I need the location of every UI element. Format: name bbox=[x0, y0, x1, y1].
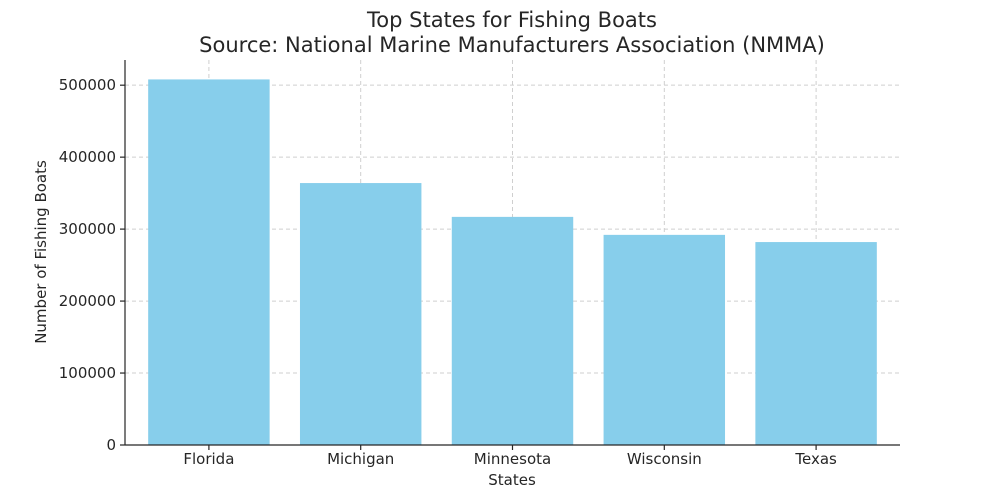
x-axis-label: States bbox=[488, 471, 536, 489]
y-tick-label: 300000 bbox=[59, 220, 116, 238]
x-ticks: Florida Michigan Minnesota Wisconsin Texas bbox=[183, 445, 837, 468]
chart-subtitle: Source: National Marine Manufacturers As… bbox=[199, 33, 825, 57]
bar-minnesota bbox=[451, 216, 574, 445]
y-tick-label: 400000 bbox=[59, 148, 116, 166]
bar-texas bbox=[755, 242, 877, 445]
chart-title: Top States for Fishing Boats bbox=[366, 8, 657, 32]
bar-florida bbox=[148, 79, 270, 446]
y-tick-label: 0 bbox=[106, 436, 116, 454]
x-tick-label: Florida bbox=[183, 450, 234, 468]
y-ticks: 0 100000 200000 300000 400000 500000 bbox=[59, 76, 125, 454]
y-tick-label: 100000 bbox=[59, 364, 116, 382]
x-tick-label: Michigan bbox=[327, 450, 394, 468]
y-axis-label: Number of Fishing Boats bbox=[32, 160, 50, 344]
bar-michigan bbox=[299, 183, 422, 445]
y-tick-label: 200000 bbox=[59, 292, 116, 310]
y-tick-label: 500000 bbox=[59, 76, 116, 94]
bars bbox=[148, 79, 877, 446]
x-tick-label: Wisconsin bbox=[627, 450, 702, 468]
x-tick-label: Texas bbox=[794, 450, 837, 468]
bar-wisconsin bbox=[603, 234, 726, 445]
x-tick-label: Minnesota bbox=[474, 450, 551, 468]
